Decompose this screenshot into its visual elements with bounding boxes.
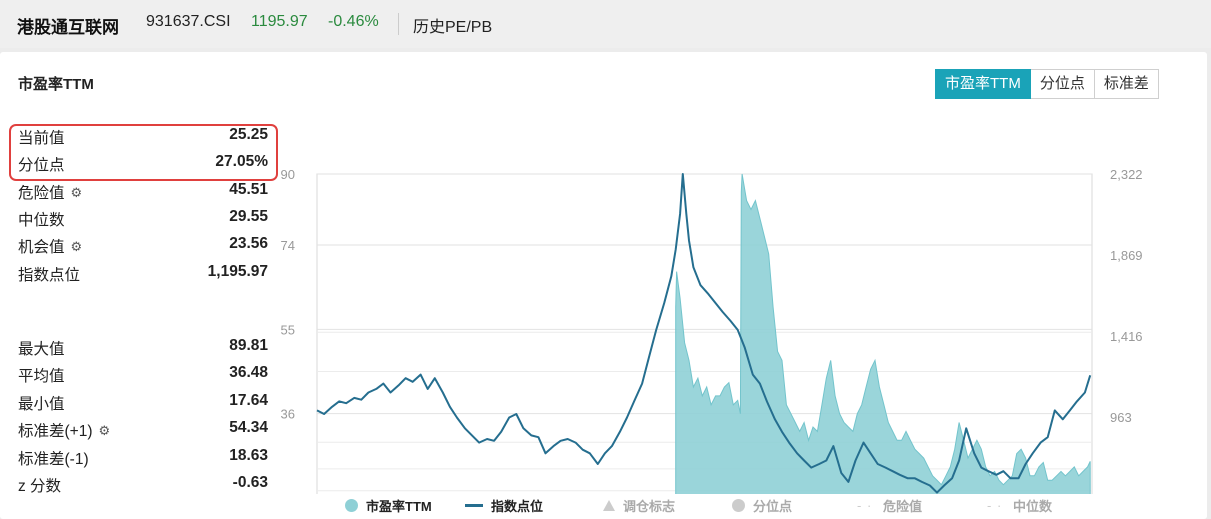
legend-item-pe[interactable]: 市盈率TTM: [345, 496, 432, 515]
y-left-tick-label: 55: [281, 322, 295, 337]
legend-item-danger[interactable]: - · 危险值: [857, 496, 922, 515]
legend-item-index[interactable]: 指数点位: [465, 496, 543, 515]
stat-label: 当前值: [18, 130, 65, 147]
stat-value: 1,195.97: [207, 263, 268, 280]
triangle-icon: [603, 500, 615, 511]
y-right-tick-label: 2,322: [1110, 167, 1143, 182]
top-bar: 港股通互联网 931637.CSI 1195.97 -0.46% 历史PE/PB: [0, 0, 1211, 48]
stat-label: 标准差(+1): [18, 423, 93, 440]
stat-max: 最大值 89.81: [18, 337, 268, 359]
tab-std-dev[interactable]: 标准差: [1094, 69, 1159, 99]
y-right-tick-label: 1,416: [1110, 329, 1143, 344]
index-change: -0.46%: [328, 13, 379, 30]
legend-swatch: [465, 504, 483, 507]
pe-chart[interactable]: 17365574905109631,4161,8692,32217-01-011…: [277, 104, 1157, 494]
y-left-tick-label: 17: [281, 491, 295, 494]
stat-std-plus: 标准差(+1) ⚙ 54.34: [18, 419, 268, 441]
stat-label: 机会值: [18, 239, 65, 256]
index-code: 931637.CSI: [146, 13, 231, 30]
stat-value: 54.34: [229, 419, 268, 436]
index-line: [316, 173, 1092, 494]
tab-percentile[interactable]: 分位点: [1030, 69, 1095, 99]
tab-pe-ttm[interactable]: 市盈率TTM: [935, 69, 1031, 99]
stat-value: 18.63: [229, 447, 268, 464]
legend-label: 指数点位: [491, 499, 544, 514]
legend-label: 调仓标志: [623, 499, 676, 514]
stat-label: z 分数: [18, 478, 62, 495]
stat-value: -0.63: [232, 474, 268, 491]
stat-value: 29.55: [229, 208, 268, 225]
stat-current: 当前值 25.25: [18, 126, 268, 148]
stat-min: 最小值 17.64: [18, 392, 268, 414]
stat-label: 指数点位: [18, 267, 81, 284]
stat-median: 中位数 29.55: [18, 208, 268, 230]
stat-value: 17.64: [229, 392, 268, 409]
y-left-tick-label: 90: [281, 167, 295, 182]
y-right-tick-label: 1,869: [1110, 248, 1143, 263]
dash-line-icon: - ·: [987, 498, 1003, 513]
stat-label: 分位点: [18, 157, 65, 174]
index-name: 港股通互联网: [17, 18, 119, 37]
chart-legend: 市盈率TTM 指数点位 调仓标志 分位点 - · 危险值 - · 中位数: [345, 496, 1125, 518]
pe-area: [675, 173, 1091, 494]
legend-label: 市盈率TTM: [366, 499, 432, 514]
legend-swatch: [732, 499, 745, 512]
stat-danger: 危险值 ⚙ 45.51: [18, 181, 268, 203]
current-value-highlight: [9, 124, 278, 181]
stat-value: 27.05%: [215, 153, 268, 170]
stat-value: 45.51: [229, 181, 268, 198]
stat-label: 最小值: [18, 396, 65, 413]
legend-item-percentile[interactable]: 分位点: [732, 496, 792, 515]
y-left-tick-label: 36: [281, 407, 295, 422]
legend-item-median[interactable]: - · 中位数: [987, 496, 1052, 515]
header-divider: [398, 13, 399, 35]
index-price: 1195.97: [251, 13, 308, 30]
stat-value: 89.81: [229, 337, 268, 354]
stat-value: 23.56: [229, 235, 268, 252]
legend-swatch: [345, 499, 358, 512]
legend-label: 中位数: [1013, 499, 1053, 514]
gear-icon[interactable]: ⚙: [70, 239, 83, 254]
legend-label: 危险值: [883, 499, 923, 514]
stat-mean: 平均值 36.48: [18, 364, 268, 386]
stat-opportunity: 机会值 ⚙ 23.56: [18, 235, 268, 257]
stat-index-level: 指数点位 1,195.97: [18, 263, 268, 285]
gear-icon[interactable]: ⚙: [98, 423, 111, 438]
stat-z-score: z 分数 -0.63: [18, 474, 268, 496]
stat-value: 25.25: [229, 126, 268, 143]
history-pe-pb-link[interactable]: 历史PE/PB: [413, 19, 493, 36]
stat-label: 危险值: [18, 185, 65, 202]
stat-std-minus: 标准差(-1) 18.63: [18, 447, 268, 469]
y-right-tick-label: 963: [1110, 410, 1132, 425]
valuation-panel: 市盈率TTM 市盈率TTM 分位点 标准差 当前值 25.25 分位点 27.0…: [0, 52, 1207, 519]
dash-line-icon: - ·: [857, 498, 873, 513]
metric-tabs: 市盈率TTM 分位点 标准差: [935, 69, 1159, 99]
stat-label: 平均值: [18, 368, 65, 385]
y-left-tick-label: 74: [281, 238, 295, 253]
stat-label: 最大值: [18, 341, 65, 358]
stat-label: 中位数: [18, 212, 65, 229]
panel-title: 市盈率TTM: [18, 76, 94, 93]
stat-label: 标准差(-1): [18, 451, 89, 468]
gear-icon[interactable]: ⚙: [70, 185, 83, 200]
y-right-tick-label: 510: [1110, 491, 1132, 494]
stat-value: 36.48: [229, 364, 268, 381]
legend-item-rebalance[interactable]: 调仓标志: [603, 496, 675, 515]
stat-percentile: 分位点 27.05%: [18, 153, 268, 175]
legend-label: 分位点: [753, 499, 793, 514]
